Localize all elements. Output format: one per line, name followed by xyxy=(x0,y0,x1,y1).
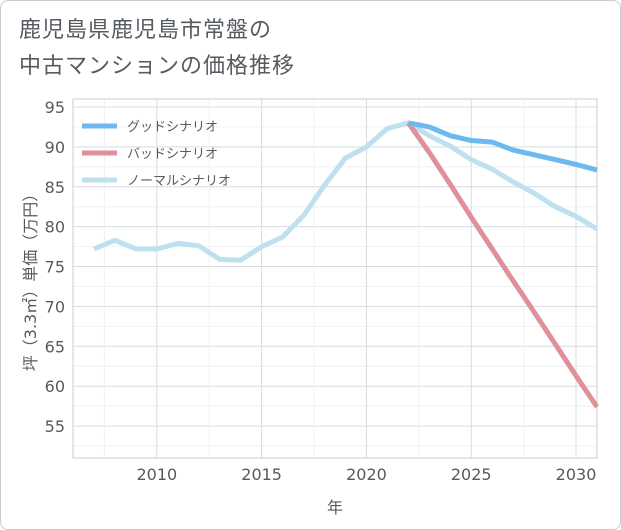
y-tick-label: 75 xyxy=(45,258,65,277)
x-tick-label: 2020 xyxy=(346,465,387,484)
legend-label: ノーマルシナリオ xyxy=(127,174,231,189)
y-tick-label: 65 xyxy=(45,337,65,356)
tick-labels: 55 60 65 70 75 80 85 90 95 2010 2015 2020 2025 2030 xyxy=(45,98,597,484)
series-line-2 xyxy=(93,120,599,263)
legend-label: バッドシナリオ xyxy=(127,147,218,162)
y-tick-label: 60 xyxy=(45,377,65,396)
x-tick-label: 2015 xyxy=(241,465,282,484)
y-tick-label: 85 xyxy=(45,178,65,197)
y-tick-label: 80 xyxy=(45,218,65,237)
legend-label: グッドシナリオ xyxy=(127,120,218,135)
y-tick-label: 95 xyxy=(45,98,65,117)
y-tick-label: 90 xyxy=(45,138,65,157)
chart-title: 鹿児島県鹿児島市常盤の 中古マンションの価格推移 xyxy=(19,18,296,79)
x-axis-label: 年 xyxy=(327,498,343,517)
series-line-0 xyxy=(407,120,598,173)
x-tick-label: 2025 xyxy=(451,465,492,484)
y-tick-label: 70 xyxy=(45,297,65,316)
y-tick-label: 55 xyxy=(45,417,65,436)
y-axis-label: 坪（3.3㎡）単価（万円） xyxy=(21,186,40,371)
series-line-1 xyxy=(406,121,600,409)
x-tick-label: 2030 xyxy=(556,465,597,484)
plot-area xyxy=(72,98,598,459)
x-tick-label: 2010 xyxy=(136,465,177,484)
series-lines xyxy=(93,120,600,409)
